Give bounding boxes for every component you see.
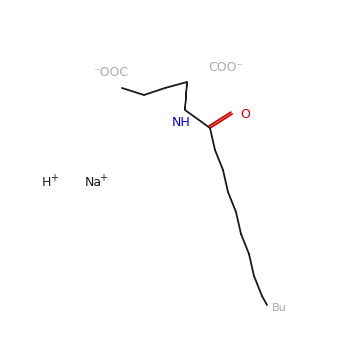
Text: +: + — [50, 173, 58, 183]
Text: Bu: Bu — [272, 303, 287, 313]
Text: O: O — [240, 107, 250, 120]
Text: NH: NH — [172, 116, 190, 129]
Text: +: + — [99, 173, 107, 183]
Text: H: H — [42, 176, 51, 189]
Polygon shape — [185, 82, 187, 110]
Text: COO⁻: COO⁻ — [208, 61, 243, 74]
Text: Na: Na — [85, 176, 102, 189]
Text: ⁻OOC: ⁻OOC — [93, 66, 128, 79]
